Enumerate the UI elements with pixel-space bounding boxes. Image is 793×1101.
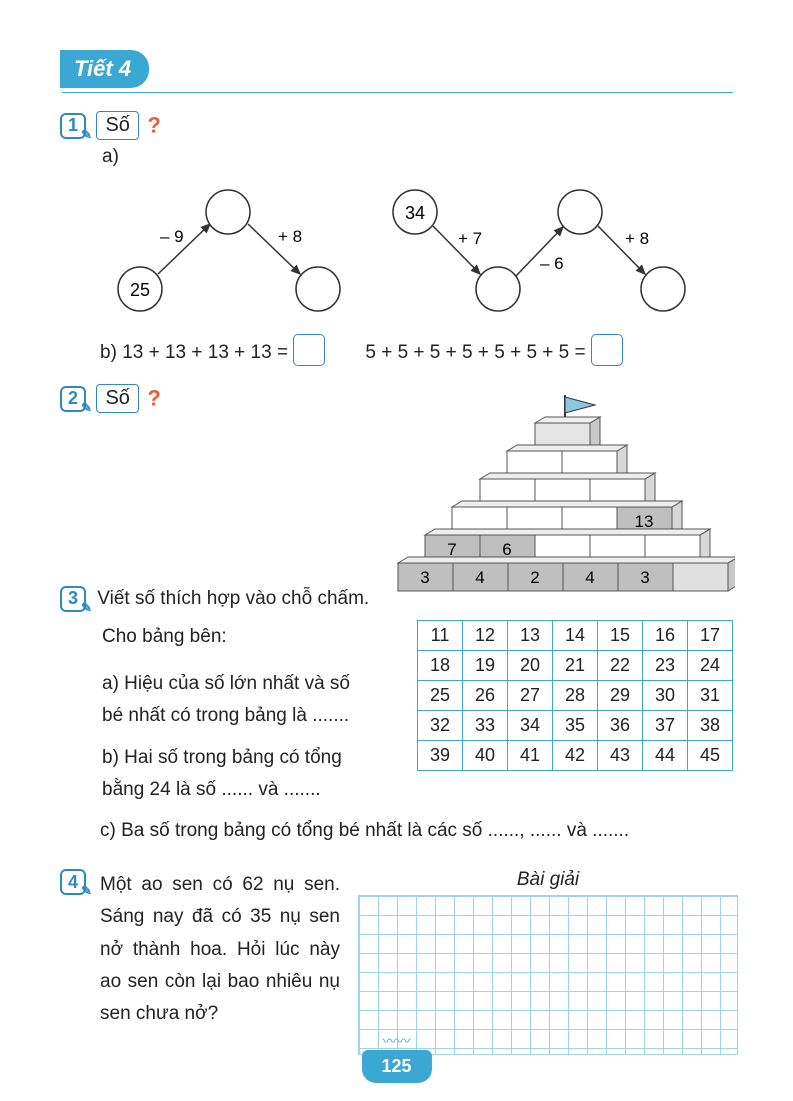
chain-b-op3: + 8 <box>625 229 649 248</box>
number-table: 11121314151617 18192021222324 2526272829… <box>417 620 733 771</box>
so-label-2: Số <box>96 384 138 413</box>
chain-a-start: 25 <box>130 280 150 300</box>
lesson-tab: Tiết 4 <box>60 50 149 88</box>
q1-expr1: 13 + 13 + 13 + 13 = <box>122 342 288 363</box>
qnum-3: 3 <box>60 586 86 612</box>
pyr-r3-2: 6 <box>502 540 511 559</box>
qnum-1: 1 <box>60 113 86 139</box>
qmark-2: ? <box>147 386 160 411</box>
q1-sub-b: b) <box>100 342 117 363</box>
qmark-1: ? <box>147 113 160 138</box>
pyr-r4-3: 4 <box>585 568 594 587</box>
chain-b-svg: 34 + 7 – 6 + 8 <box>380 174 710 324</box>
page-number: 125 <box>361 1050 431 1083</box>
chain-a-svg: 25 – 9 + 8 <box>100 174 350 324</box>
pyr-r2-4: 13 <box>635 512 654 531</box>
chain-a-op2: + 8 <box>278 227 302 246</box>
wave-decoration: 〰〰 <box>383 1031 411 1051</box>
so-label-1: Số <box>96 111 138 140</box>
divider <box>62 92 733 93</box>
qnum-4: 4 <box>60 869 86 895</box>
chain-diagrams: 25 – 9 + 8 34 + 7 – 6 + 8 <box>100 174 733 324</box>
chain-b-op2: – 6 <box>540 254 564 273</box>
answer-box-2[interactable] <box>591 334 623 366</box>
q1-sub-a: a) <box>102 146 733 168</box>
pyr-r3-1: 7 <box>447 540 456 559</box>
qnum-2: 2 <box>60 386 86 412</box>
q4-text: Một ao sen có 62 nụ sen. Sáng nay đã có … <box>100 869 340 1030</box>
pyr-r4-0: 3 <box>420 568 429 587</box>
answer-grid[interactable] <box>358 895 738 1055</box>
chain-a-op1: – 9 <box>160 227 184 246</box>
q3-intro: Viết số thích hợp vào chỗ chấm. <box>97 588 369 609</box>
number-table-wrap: 11121314151617 18192021222324 2526272829… <box>417 620 733 771</box>
pyr-r4-2: 2 <box>530 568 539 587</box>
question-4: 4 Một ao sen có 62 nụ sen. Sáng nay đã c… <box>60 869 733 1055</box>
q1-expr2: 5 + 5 + 5 + 5 + 5 + 5 + 5 = <box>365 342 585 363</box>
pyr-r4-1: 4 <box>475 568 484 587</box>
chain-b-start: 34 <box>405 203 425 223</box>
q3-a: a) Hiệu của số lớn nhất và số bé nhất có… <box>102 668 362 733</box>
bai-giai-label: Bài giải <box>358 869 738 891</box>
question-1-header: 1 Số ? <box>60 111 733 140</box>
chain-b-op1: + 7 <box>458 229 482 248</box>
pyr-r4-4: 3 <box>640 568 649 587</box>
q3-c: c) Ba số trong bảng có tổng bé nhất là c… <box>100 815 733 847</box>
q3-b: b) Hai số trong bảng có tổng bằng 24 là … <box>102 742 362 807</box>
answer-box-1[interactable] <box>293 334 325 366</box>
q1-equations: b) 13 + 13 + 13 + 13 = 5 + 5 + 5 + 5 + 5… <box>100 334 733 366</box>
pyramid-diagram: 13 7 6 3 4 2 4 3 <box>395 395 735 615</box>
